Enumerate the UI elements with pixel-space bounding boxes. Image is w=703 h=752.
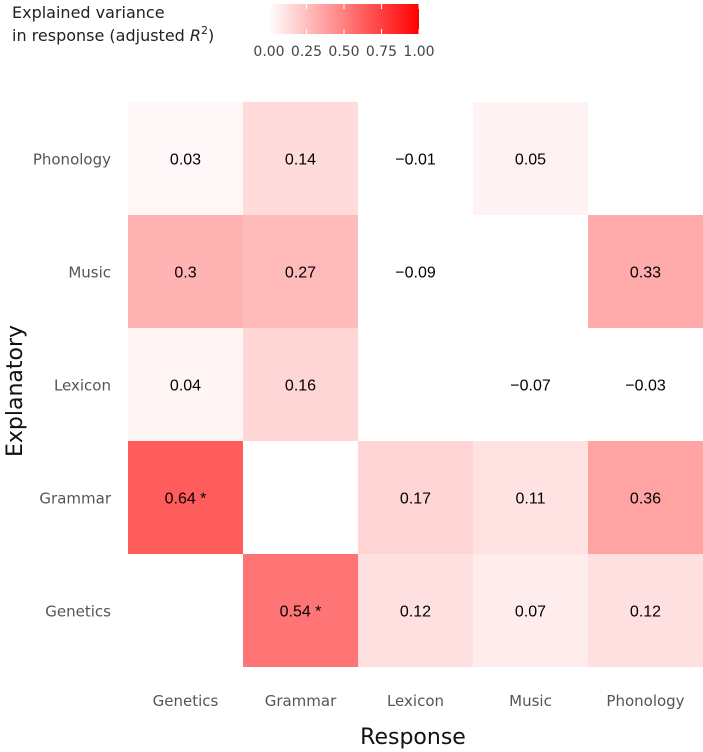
y-axis-title: Explanatory	[3, 325, 28, 457]
cell-label-grammar-music: 0.27	[285, 265, 316, 282]
cell-genetics-lexicon	[128, 328, 243, 441]
x-tick-label-lexicon: Lexicon	[387, 692, 444, 710]
cell-label-lexicon-grammar: 0.17	[400, 491, 431, 508]
cell-label-music-grammar: 0.11	[516, 491, 546, 508]
legend-ticks: 0.00 0.25 0.50 0.75 1.00	[253, 4, 435, 60]
cell-grammar-music	[243, 215, 358, 328]
legend-tick-label-2: 0.50	[328, 44, 359, 60]
legend-tick-label-3: 0.75	[366, 44, 397, 60]
cell-label-genetics-lexicon: 0.04	[170, 378, 201, 395]
x-tick-label-phonology: Phonology	[606, 692, 684, 710]
cell-lexicon-genetics	[358, 554, 473, 667]
cell-music-lexicon	[473, 328, 588, 441]
cell-label-grammar-phonology: 0.14	[285, 152, 316, 169]
cell-label-music-lexicon: −0.07	[510, 378, 551, 395]
y-tick-label-grammar: Grammar	[39, 490, 111, 508]
cell-lexicon-phonology	[358, 102, 473, 215]
cell-label-phonology-lexicon: −0.03	[625, 378, 666, 395]
y-tick-label-genetics: Genetics	[45, 603, 111, 621]
cell-label-music-phonology: 0.05	[515, 152, 546, 169]
cell-grammar-genetics	[243, 554, 358, 667]
cell-label-lexicon-music: −0.09	[395, 265, 436, 282]
x-tick-label-genetics: Genetics	[153, 692, 219, 710]
legend-title-line1: Explained variance	[12, 3, 165, 22]
cell-music-genetics	[473, 554, 588, 667]
cell-label-grammar-lexicon: 0.16	[285, 378, 316, 395]
y-tick-label-lexicon: Lexicon	[54, 377, 111, 395]
cell-phonology-grammar	[588, 441, 703, 554]
cell-genetics-music	[128, 215, 243, 328]
heatmap-cell-labels: 0.03 0.14 −0.01 0.05 0.3 0.27 −0.09 0.33 0.04 0.1…	[165, 152, 666, 621]
cell-label-genetics-phonology: 0.03	[170, 152, 201, 169]
legend-title-line2: in response (adjusted R2)	[12, 24, 214, 45]
cell-genetics-phonology	[128, 102, 243, 215]
legend-tick-label-4: 1.00	[403, 44, 434, 60]
cell-label-phonology-grammar: 0.36	[630, 491, 661, 508]
cell-label-grammar-genetics: 0.54 *	[280, 604, 322, 621]
cell-phonology-lexicon	[588, 328, 703, 441]
legend-tick-label-1: 0.25	[291, 44, 322, 60]
cell-lexicon-music	[358, 215, 473, 328]
x-tick-label-music: Music	[509, 692, 552, 710]
cell-label-music-genetics: 0.07	[515, 604, 546, 621]
cell-lexicon-grammar	[358, 441, 473, 554]
cell-label-phonology-genetics: 0.12	[630, 604, 661, 621]
legend-title-close: )	[208, 26, 214, 45]
legend-title-symbol: R	[190, 26, 201, 45]
cell-music-grammar	[473, 441, 588, 554]
cell-phonology-music	[588, 215, 703, 328]
cell-label-genetics-music: 0.3	[174, 265, 196, 282]
cell-label-lexicon-genetics: 0.12	[400, 604, 431, 621]
cell-label-phonology-music: 0.33	[630, 265, 661, 282]
cell-music-phonology	[473, 102, 588, 215]
heatmap-cells	[128, 102, 703, 667]
y-tick-label-phonology: Phonology	[33, 151, 111, 169]
cell-label-lexicon-phonology: −0.01	[395, 152, 436, 169]
y-tick-label-music: Music	[68, 264, 111, 282]
cell-genetics-grammar	[128, 441, 243, 554]
y-axis-ticks: Genetics Grammar Lexicon Music Phonology	[33, 151, 112, 621]
cell-grammar-phonology	[243, 102, 358, 215]
legend-title-text: in response (adjusted	[12, 26, 190, 45]
cell-label-genetics-grammar: 0.64 *	[165, 491, 207, 508]
x-axis-ticks: Genetics Grammar Lexicon Music Phonology	[153, 692, 685, 710]
cell-grammar-lexicon	[243, 328, 358, 441]
cell-phonology-genetics	[588, 554, 703, 667]
legend-title-superscript: 2	[201, 24, 208, 37]
legend-tick-label-0: 0.00	[253, 44, 284, 60]
legend: Explained variance in response (adjusted…	[12, 3, 435, 60]
x-tick-label-grammar: Grammar	[265, 692, 337, 710]
x-axis-title: Response	[360, 725, 466, 750]
